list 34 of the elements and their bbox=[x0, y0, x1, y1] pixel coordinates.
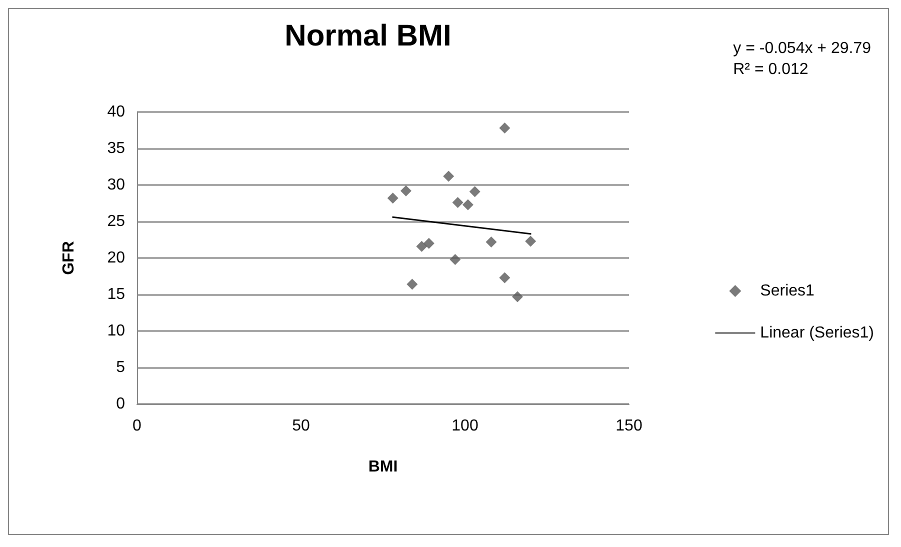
y-tick-label: 0 bbox=[116, 396, 126, 412]
point bbox=[443, 170, 454, 182]
y-tick-label: 25 bbox=[107, 213, 126, 230]
point bbox=[462, 199, 474, 210]
point bbox=[452, 197, 464, 208]
x-tick-label: 150 bbox=[616, 418, 642, 434]
legend-label: Series1 bbox=[760, 282, 815, 300]
point bbox=[525, 236, 536, 247]
legend-label: Linear (Series1) bbox=[760, 324, 874, 342]
x-tick-label: 0 bbox=[132, 418, 142, 434]
point bbox=[416, 240, 428, 252]
y-tick-label: 10 bbox=[107, 322, 126, 340]
point bbox=[400, 185, 412, 196]
y-tick-label: 30 bbox=[107, 176, 126, 194]
y-tick-label: 15 bbox=[107, 286, 126, 303]
point bbox=[423, 238, 434, 249]
chart-title: Normal BMI bbox=[284, 20, 452, 52]
x-tick-label: 100 bbox=[452, 418, 478, 434]
point bbox=[450, 254, 461, 265]
y-tick-label: 5 bbox=[116, 359, 126, 376]
point bbox=[486, 236, 497, 248]
y-tick-label: 40 bbox=[107, 104, 126, 120]
point bbox=[469, 186, 480, 198]
y-tick-label: 20 bbox=[107, 250, 126, 266]
y-axis-title: GFR bbox=[60, 240, 78, 275]
point bbox=[406, 278, 418, 290]
text: y = -0.054x + 29.79 R² = 0.012 bbox=[733, 40, 872, 78]
point bbox=[499, 122, 510, 134]
point bbox=[512, 291, 523, 302]
y-tick-label: 35 bbox=[107, 140, 126, 157]
x-axis-title: BMI bbox=[368, 458, 398, 476]
point bbox=[499, 272, 510, 284]
point bbox=[387, 192, 398, 204]
x-tick-label: 50 bbox=[292, 418, 310, 434]
